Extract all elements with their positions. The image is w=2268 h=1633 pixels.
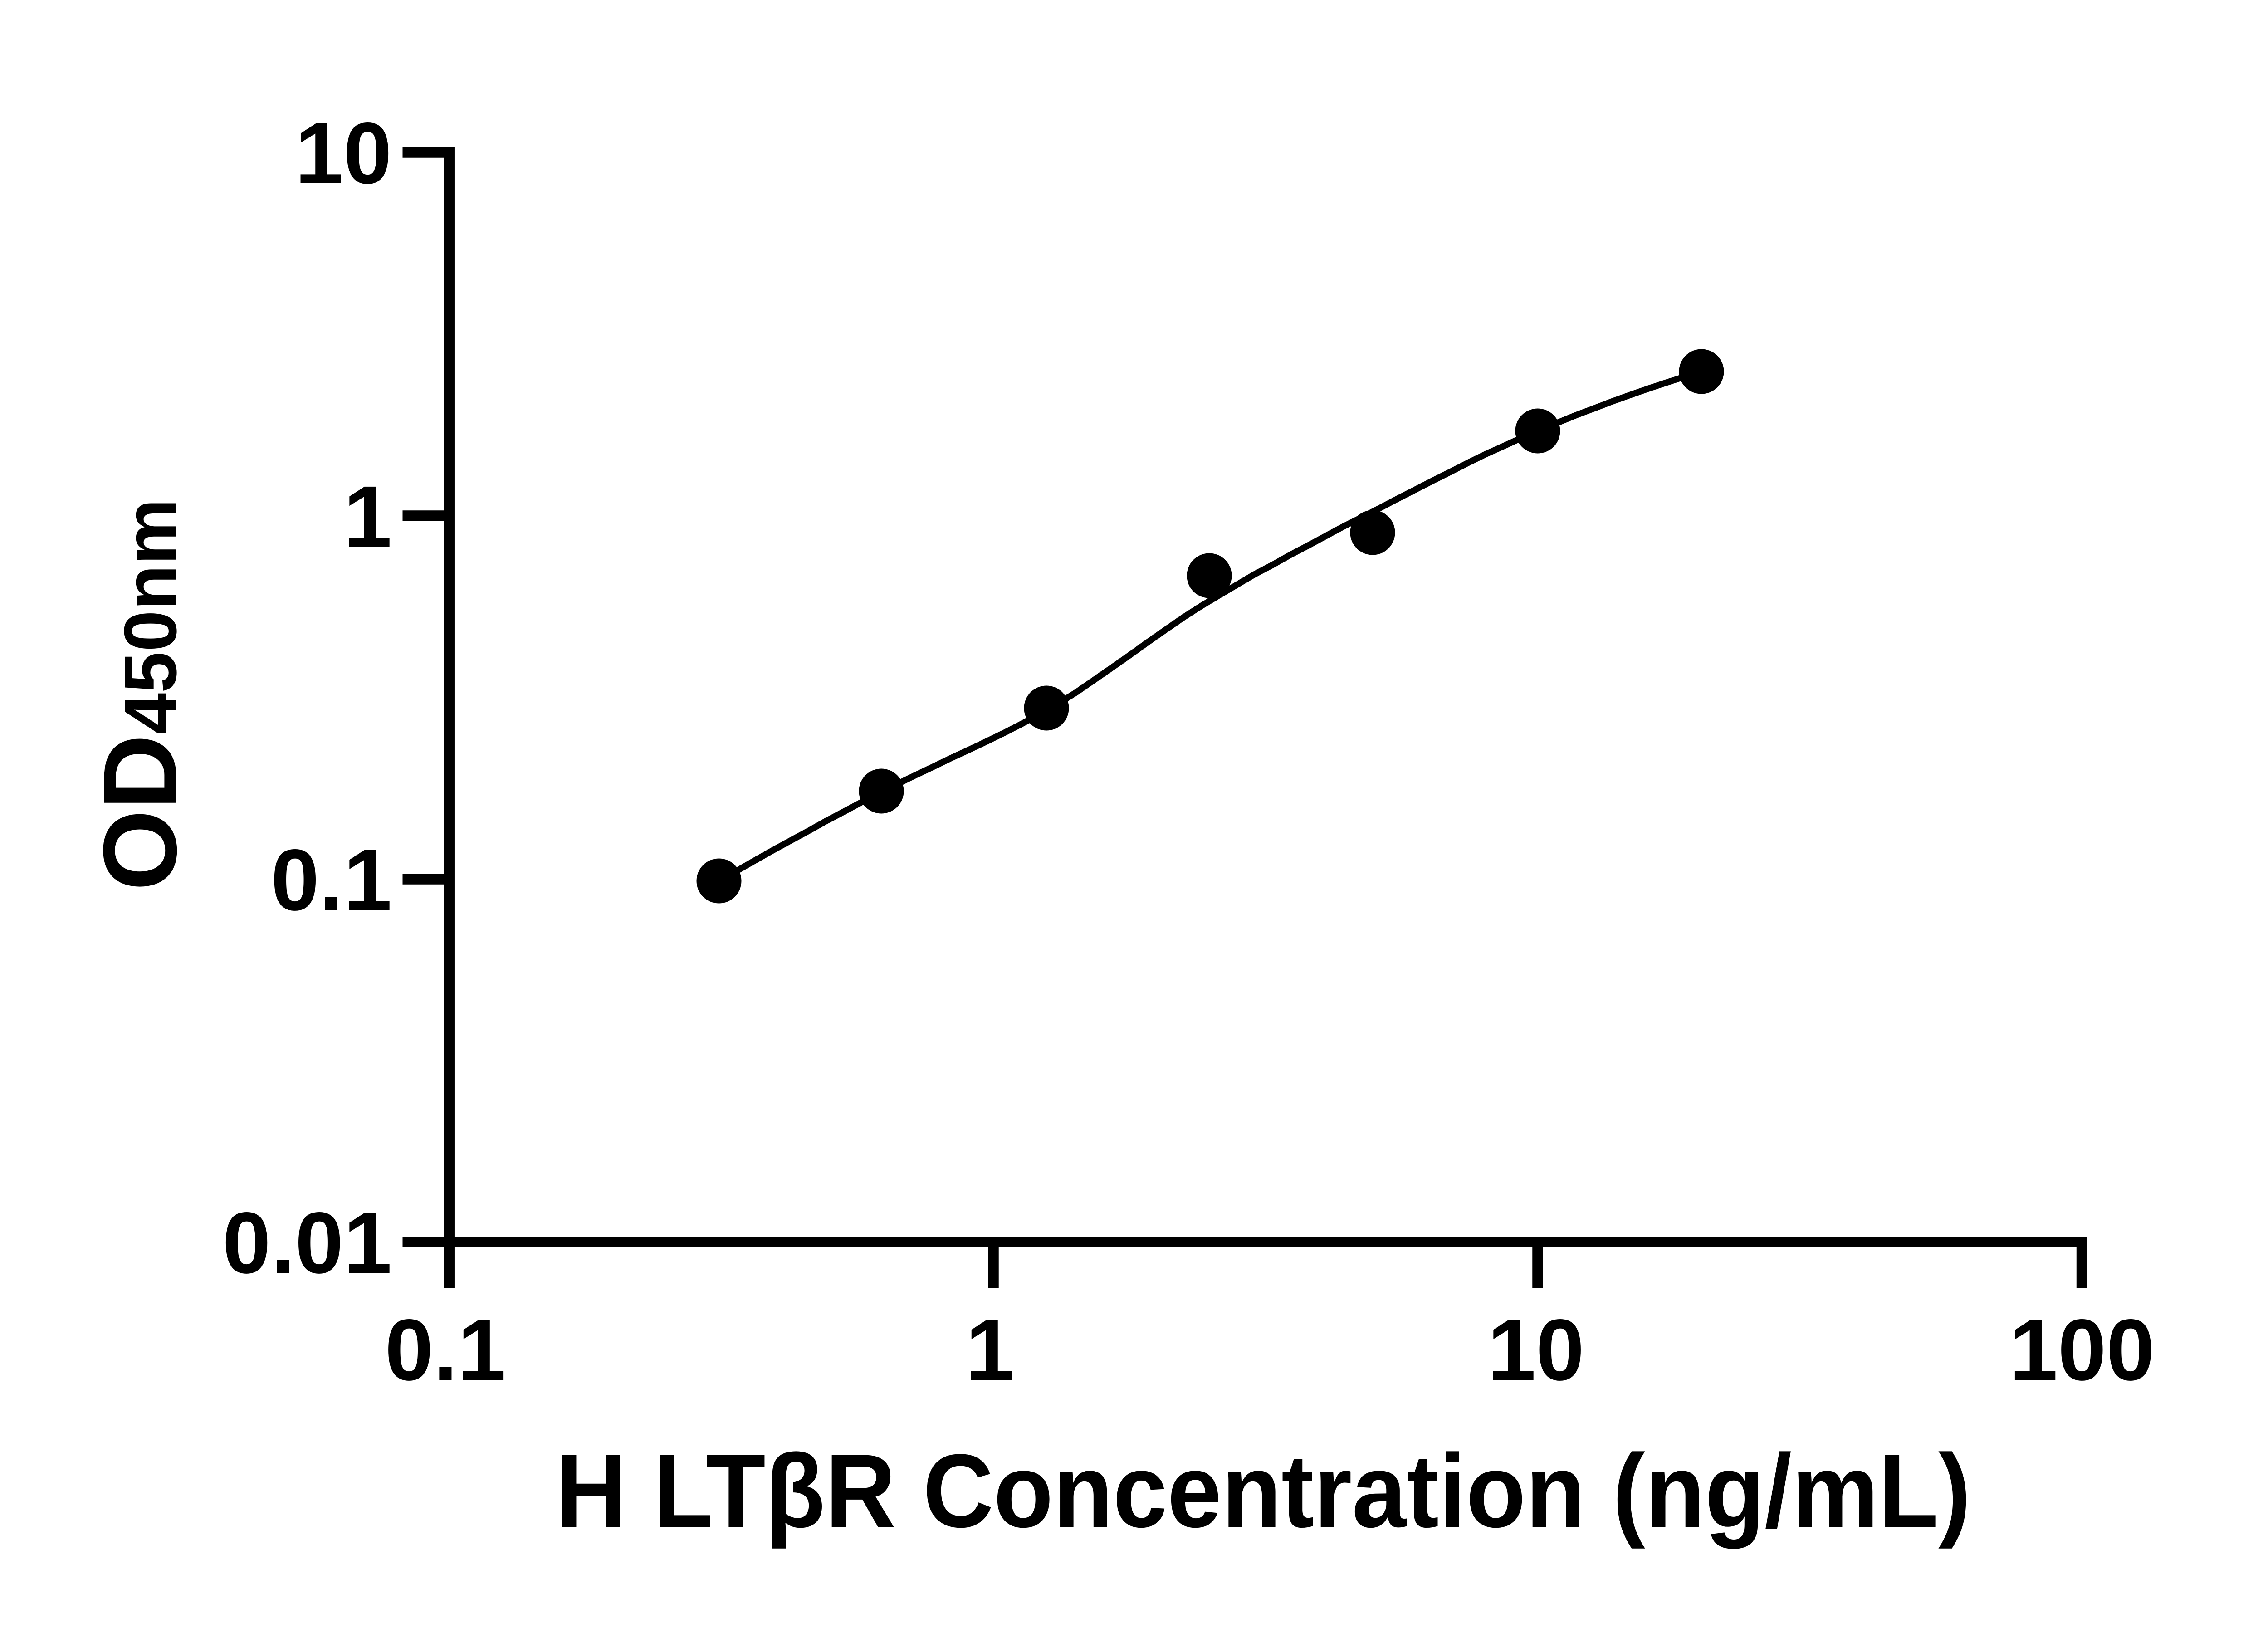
svg-text:1: 1	[343, 468, 392, 565]
svg-text:1: 1	[966, 1301, 1014, 1398]
svg-text:10: 10	[295, 104, 392, 202]
svg-text:OD450nm: OD450nm	[82, 499, 198, 891]
svg-text:100: 100	[2009, 1301, 2155, 1398]
svg-text:10: 10	[1487, 1301, 1584, 1398]
svg-text:H LTβR Concentration (ng/mL): H LTβR Concentration (ng/mL)	[556, 1433, 1971, 1549]
svg-text:0.01: 0.01	[222, 1194, 392, 1291]
svg-text:0.1: 0.1	[385, 1301, 506, 1398]
svg-text:0.1: 0.1	[271, 831, 392, 929]
